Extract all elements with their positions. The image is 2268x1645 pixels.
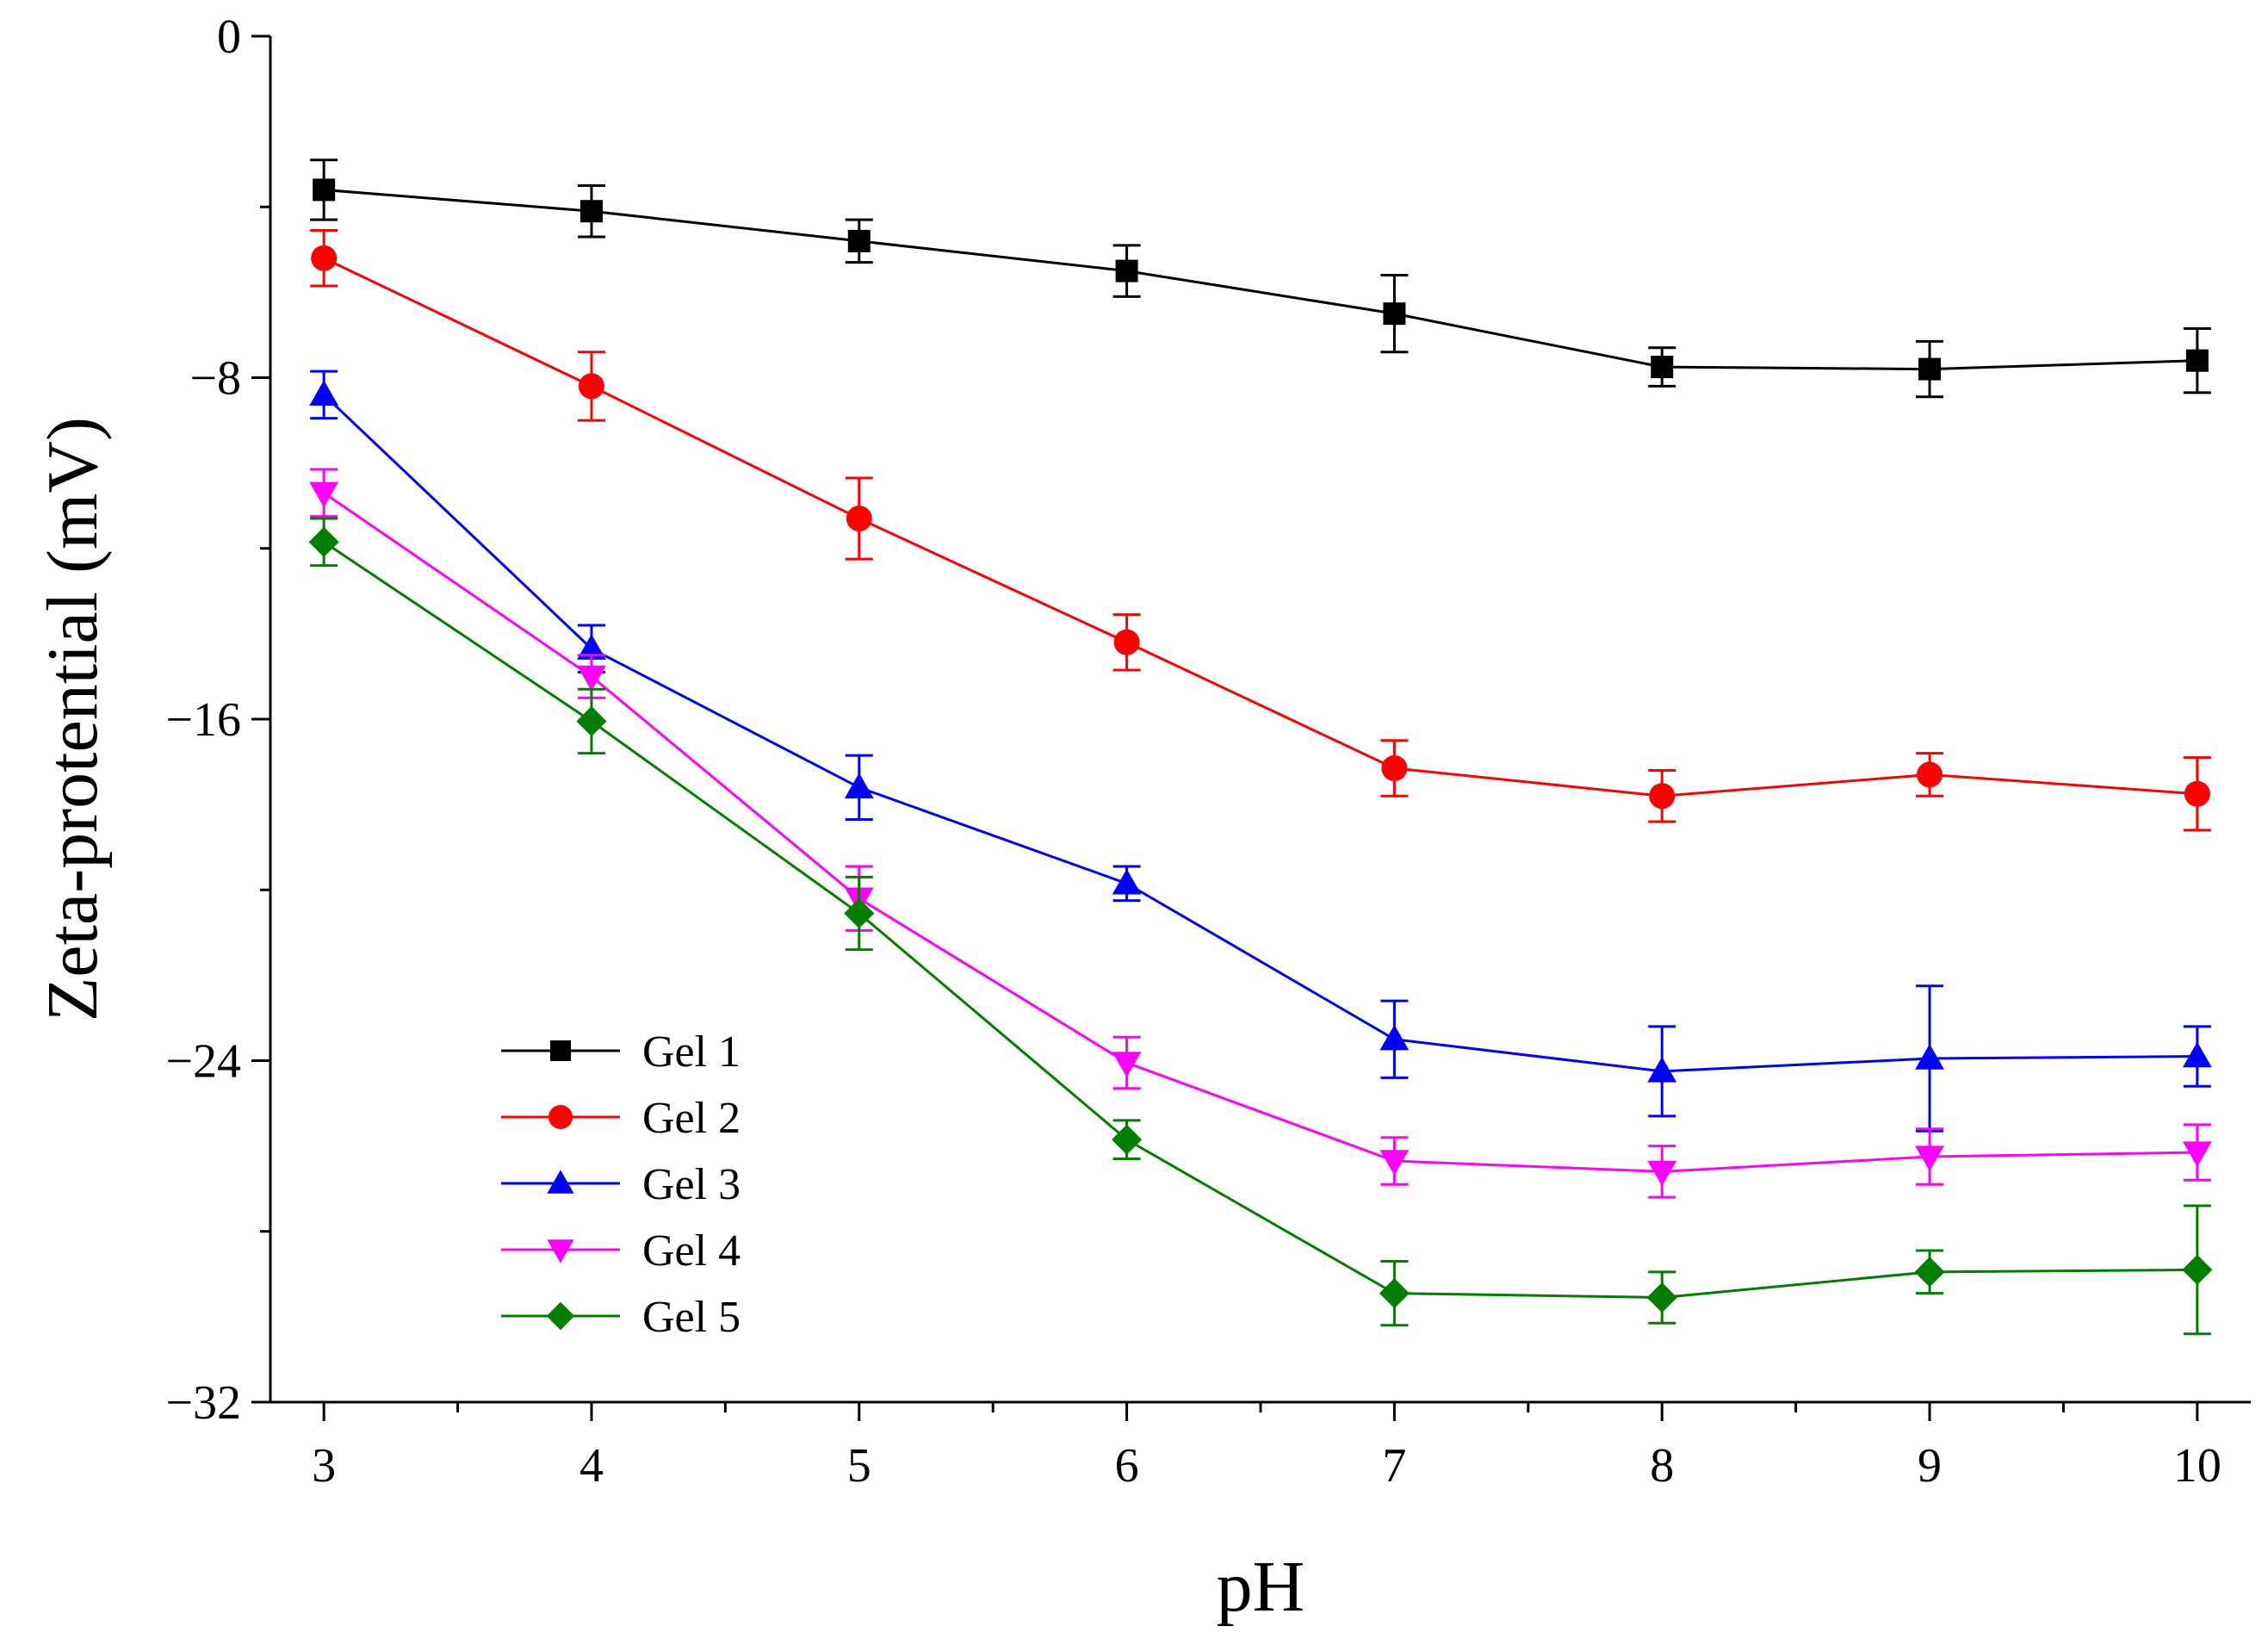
y-tick-label: 0	[217, 10, 241, 64]
legend-label: Gel 5	[642, 1293, 741, 1342]
data-point	[1379, 1024, 1410, 1051]
x-tick-label: 6	[1115, 1439, 1139, 1493]
axes: 3 4 5 6 7 8 9 10 0 −8 −16 −24 −32	[165, 10, 2251, 1493]
series-line	[323, 394, 2197, 1073]
y-tick-label: −8	[189, 352, 241, 406]
legend-item: Gel 3	[501, 1160, 741, 1209]
data-point	[1914, 1257, 1945, 1288]
legend-item: Gel 5	[501, 1293, 741, 1342]
legend-item: Gel 4	[501, 1226, 741, 1276]
legend-label: Gel 3	[642, 1160, 741, 1209]
data-point	[576, 705, 607, 737]
data-point	[1115, 259, 1138, 282]
series-2	[310, 229, 2211, 832]
x-tick-label: 4	[579, 1439, 604, 1493]
data-point	[846, 506, 872, 532]
x-tick-label: 8	[1650, 1439, 1674, 1493]
legend: Gel 1 Gel 2 Gel 3 Gel 4 Gel 5	[501, 1027, 741, 1342]
data-point	[2182, 1041, 2212, 1068]
x-tick-label: 3	[312, 1439, 336, 1493]
data-point	[578, 373, 604, 400]
data-point	[1918, 357, 1942, 381]
legend-label: Gel 1	[642, 1027, 741, 1077]
legend-marker	[547, 1239, 574, 1263]
legend-label: Gel 4	[642, 1226, 741, 1276]
data-point	[1112, 868, 1142, 895]
data-point	[1383, 302, 1406, 326]
series-1	[310, 158, 2211, 399]
data-point	[1381, 754, 1408, 781]
x-tick-label: 9	[1918, 1439, 1942, 1493]
data-point	[1379, 1150, 1410, 1176]
data-point	[1917, 761, 1943, 788]
data-point	[308, 526, 339, 557]
data-point	[2182, 1141, 2212, 1167]
series-line	[324, 188, 2197, 371]
data-point	[847, 229, 871, 252]
y-axis-title: Zeta-protential (mV)	[33, 417, 113, 1021]
data-point	[844, 897, 875, 929]
data-point	[1113, 629, 1140, 655]
legend-item: Gel 2	[501, 1094, 741, 1143]
data-point	[309, 380, 339, 406]
data-point	[1651, 356, 1674, 379]
x-tick-label: 7	[1382, 1439, 1406, 1493]
y-tick-label: −16	[165, 693, 241, 747]
data-point	[1647, 1056, 1677, 1083]
data-point	[1646, 1282, 1677, 1313]
data-point	[577, 634, 606, 660]
x-axis-title: pH	[1217, 1547, 1305, 1627]
data-point	[313, 178, 336, 202]
data-point	[577, 665, 606, 692]
legend-label: Gel 2	[642, 1094, 741, 1143]
data-point	[1112, 1052, 1142, 1077]
data-point	[311, 245, 338, 271]
y-tick-label: −24	[165, 1035, 241, 1089]
data-point	[1649, 783, 1676, 810]
data-point	[309, 481, 339, 508]
series-line	[323, 541, 2197, 1300]
data-point	[2185, 349, 2209, 372]
x-tick-label: 10	[2173, 1439, 2222, 1493]
series-4	[309, 468, 2212, 1199]
series-5	[308, 517, 2213, 1336]
data-point	[1112, 1124, 1143, 1155]
data-point	[1915, 1044, 1944, 1070]
series-line	[323, 492, 2197, 1173]
y-tick-label: −32	[165, 1376, 241, 1430]
data-point	[579, 200, 603, 223]
data-point	[844, 773, 874, 798]
data-point	[2182, 1254, 2213, 1285]
data-point	[1379, 1278, 1410, 1309]
legend-marker	[547, 1170, 574, 1194]
series-line	[323, 257, 2197, 798]
x-tick-label: 5	[847, 1439, 871, 1493]
legend-marker	[548, 1105, 573, 1129]
data-point	[1915, 1145, 1944, 1171]
legend-marker	[550, 1040, 571, 1061]
legend-item: Gel 1	[501, 1027, 741, 1077]
series-3	[309, 369, 2212, 1133]
data-point	[1647, 1160, 1677, 1187]
data-series	[308, 158, 2213, 1336]
data-point	[2184, 780, 2210, 807]
legend-marker	[546, 1301, 575, 1331]
